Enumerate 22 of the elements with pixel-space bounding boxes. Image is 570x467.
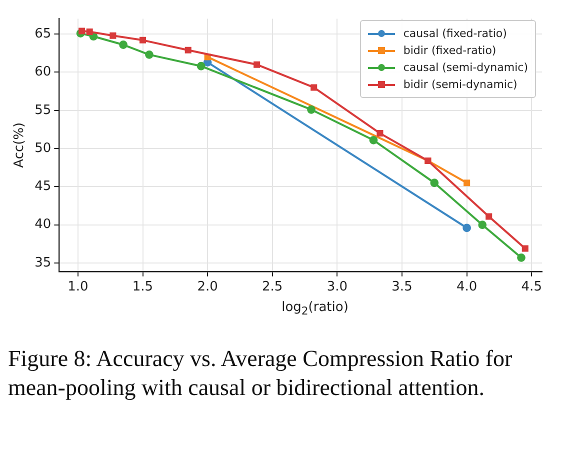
- legend-label: causal (fixed-ratio): [403, 27, 507, 40]
- x-tick-label: 4.5: [521, 280, 542, 295]
- y-tick-label: 60: [34, 64, 52, 80]
- y-tick-label: 55: [34, 102, 52, 118]
- y-tick-label: 50: [34, 140, 52, 156]
- y-tick-label: 65: [34, 26, 52, 42]
- caption: Figure 8: Accuracy vs. Average Compression Ratio for mean-pooling with causal or bidirectional attention.: [8, 344, 514, 402]
- x-tick-label: 3.0: [326, 280, 348, 295]
- x-tick-label: 2.5: [262, 280, 283, 295]
- legend-label: bidir (semi-dynamic): [403, 78, 518, 91]
- x-tick-label: 3.5: [392, 280, 412, 295]
- legend-label: causal (semi-dynamic): [403, 61, 528, 74]
- x-tick-label: 1.0: [68, 280, 88, 295]
- y-tick-label: 40: [34, 217, 52, 232]
- x-tick-label: 4.0: [456, 280, 478, 295]
- y-tick-label: 35: [34, 255, 52, 270]
- y-axis-title: Acc(%): [12, 122, 28, 168]
- y-tick-label: 45: [34, 179, 52, 194]
- legend-label: bidir (fixed-ratio): [403, 44, 496, 57]
- x-tick-label: 2.0: [197, 280, 218, 295]
- x-tick-label: 1.5: [132, 280, 154, 295]
- x-axis-title: log$_{2}$(ratio): [280, 300, 350, 318]
